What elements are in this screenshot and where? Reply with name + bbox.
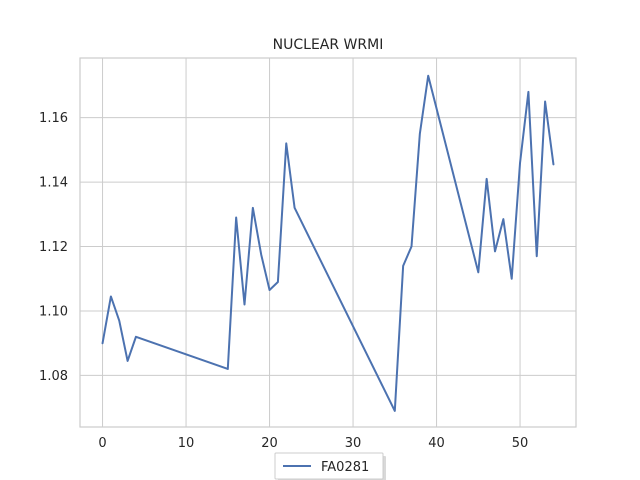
y-tick-label: 1.16 [39, 111, 68, 126]
x-tick-label: 10 [178, 436, 195, 451]
legend: FA0281 [274, 452, 386, 480]
x-tick-label: 0 [98, 436, 106, 451]
x-axis-ticks: 0 10 20 30 40 50 [98, 436, 528, 451]
x-tick-label: 40 [428, 436, 445, 451]
x-tick-label: 50 [512, 436, 529, 451]
y-tick-label: 1.12 [39, 240, 68, 255]
chart-title: NUCLEAR WRMI [273, 37, 384, 53]
x-tick-label: 20 [261, 436, 278, 451]
series-layer [101, 74, 555, 412]
y-tick-label: 1.08 [39, 369, 68, 384]
series-line-fa0281 [101, 74, 555, 412]
legend-box [274, 452, 384, 480]
y-tick-label: 1.14 [39, 176, 68, 191]
grid [80, 58, 576, 427]
x-tick-label: 30 [345, 436, 362, 451]
y-axis-ticks: 1.08 1.10 1.12 1.14 1.16 [39, 111, 68, 384]
y-tick-label: 1.10 [39, 304, 68, 319]
legend-label-fa0281: FA0281 [321, 460, 369, 475]
plot-frame [79, 57, 577, 428]
